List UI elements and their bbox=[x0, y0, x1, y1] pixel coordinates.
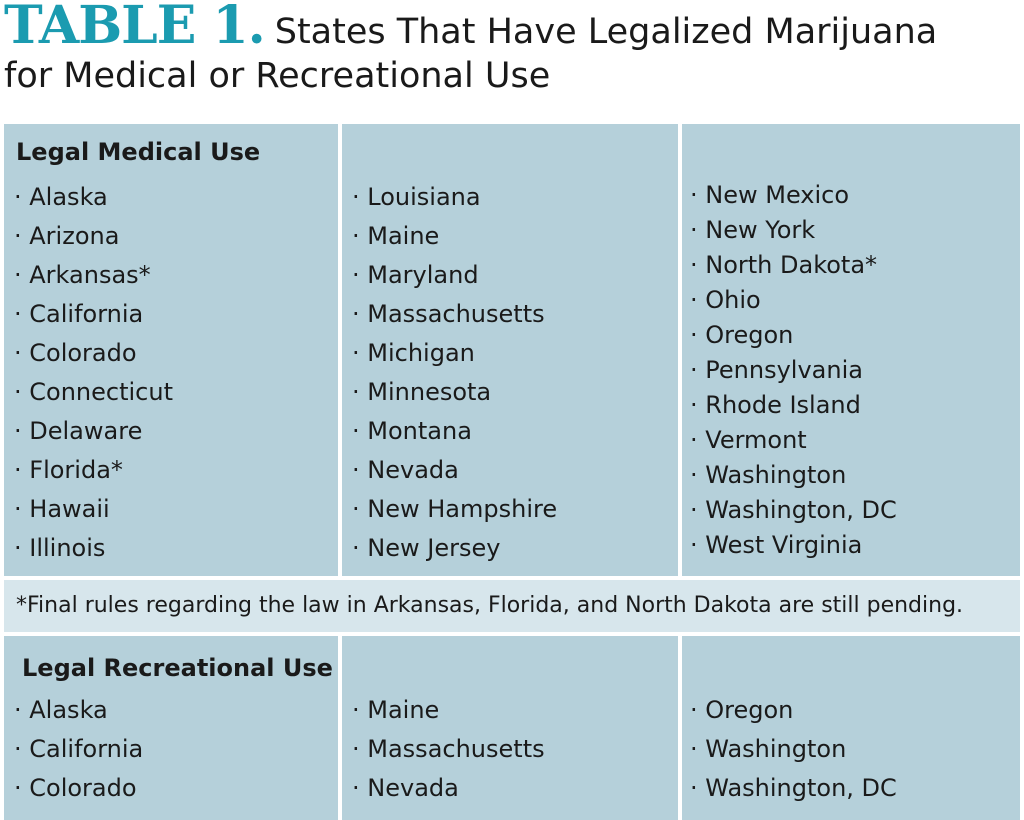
state-item: Oregon bbox=[690, 691, 897, 730]
state-item: Nevada bbox=[352, 769, 545, 808]
state-item: Massachusetts bbox=[352, 295, 557, 334]
state-item: New York bbox=[690, 213, 897, 248]
state-item: Minnesota bbox=[352, 373, 557, 412]
medical-list-1: AlaskaArizonaArkansas*CaliforniaColorado… bbox=[14, 178, 173, 568]
state-item: Arizona bbox=[14, 217, 173, 256]
state-item: West Virginia bbox=[690, 528, 897, 563]
recreational-column-2: MaineMassachusettsNevada bbox=[342, 636, 678, 820]
title-text-line-2: for Medical or Recreational Use bbox=[4, 56, 551, 96]
recreational-list-1: AlaskaCaliforniaColorado bbox=[14, 691, 143, 808]
recreational-heading: Legal Recreational Use bbox=[22, 654, 333, 682]
state-item: Colorado bbox=[14, 334, 173, 373]
state-item: Colorado bbox=[14, 769, 143, 808]
state-item: Maine bbox=[352, 691, 545, 730]
recreational-column-3: OregonWashingtonWashington, DC bbox=[682, 636, 1020, 820]
recreational-list-2: MaineMassachusettsNevada bbox=[352, 691, 545, 808]
state-item: Connecticut bbox=[14, 373, 173, 412]
medical-use-panel: Legal Medical Use AlaskaArizonaArkansas*… bbox=[4, 124, 1020, 576]
medical-list-2: LouisianaMaineMarylandMassachusettsMichi… bbox=[352, 178, 557, 568]
state-item: Washington, DC bbox=[690, 493, 897, 528]
state-item: Pennsylvania bbox=[690, 353, 897, 388]
state-item: New Hampshire bbox=[352, 490, 557, 529]
state-item: Vermont bbox=[690, 423, 897, 458]
state-item: Washington, DC bbox=[690, 769, 897, 808]
title-line-1: TABLE 1. States That Have Legalized Marij… bbox=[4, 0, 1020, 52]
recreational-list-3: OregonWashingtonWashington, DC bbox=[690, 691, 897, 808]
medical-column-2: LouisianaMaineMarylandMassachusettsMichi… bbox=[342, 124, 678, 576]
table-number: TABLE 1. bbox=[4, 0, 266, 56]
state-item: Alaska bbox=[14, 178, 173, 217]
state-item: Hawaii bbox=[14, 490, 173, 529]
table-title: TABLE 1. States That Have Legalized Marij… bbox=[4, 0, 1020, 98]
state-item: Washington bbox=[690, 458, 897, 493]
footnote: *Final rules regarding the law in Arkans… bbox=[4, 580, 1020, 632]
state-item: California bbox=[14, 295, 173, 334]
state-item: Maine bbox=[352, 217, 557, 256]
state-item: Florida* bbox=[14, 451, 173, 490]
state-item: North Dakota* bbox=[690, 248, 897, 283]
state-item: Louisiana bbox=[352, 178, 557, 217]
medical-column-3: New MexicoNew YorkNorth Dakota*OhioOrego… bbox=[682, 124, 1020, 576]
state-item: Delaware bbox=[14, 412, 173, 451]
state-item: Alaska bbox=[14, 691, 143, 730]
medical-column-1: Legal Medical Use AlaskaArizonaArkansas*… bbox=[4, 124, 338, 576]
state-item: Washington bbox=[690, 730, 897, 769]
state-item: Illinois bbox=[14, 529, 173, 568]
title-text-line-1: States That Have Legalized Marijuana bbox=[274, 12, 938, 52]
state-item: Arkansas* bbox=[14, 256, 173, 295]
state-item: Maryland bbox=[352, 256, 557, 295]
state-item: Montana bbox=[352, 412, 557, 451]
state-item: Michigan bbox=[352, 334, 557, 373]
recreational-use-panel: Legal Recreational Use AlaskaCaliforniaC… bbox=[4, 636, 1020, 820]
state-item: New Jersey bbox=[352, 529, 557, 568]
medical-heading: Legal Medical Use bbox=[16, 138, 261, 166]
state-item: Ohio bbox=[690, 283, 897, 318]
state-item: Massachusetts bbox=[352, 730, 544, 769]
medical-list-3: New MexicoNew YorkNorth Dakota*OhioOrego… bbox=[690, 178, 897, 563]
state-item: California bbox=[14, 730, 143, 769]
state-item: Nevada bbox=[352, 451, 557, 490]
state-item: Oregon bbox=[690, 318, 897, 353]
state-item: Rhode Island bbox=[690, 388, 897, 423]
state-item: New Mexico bbox=[690, 178, 897, 213]
recreational-column-1: Legal Recreational Use AlaskaCaliforniaC… bbox=[4, 636, 338, 820]
